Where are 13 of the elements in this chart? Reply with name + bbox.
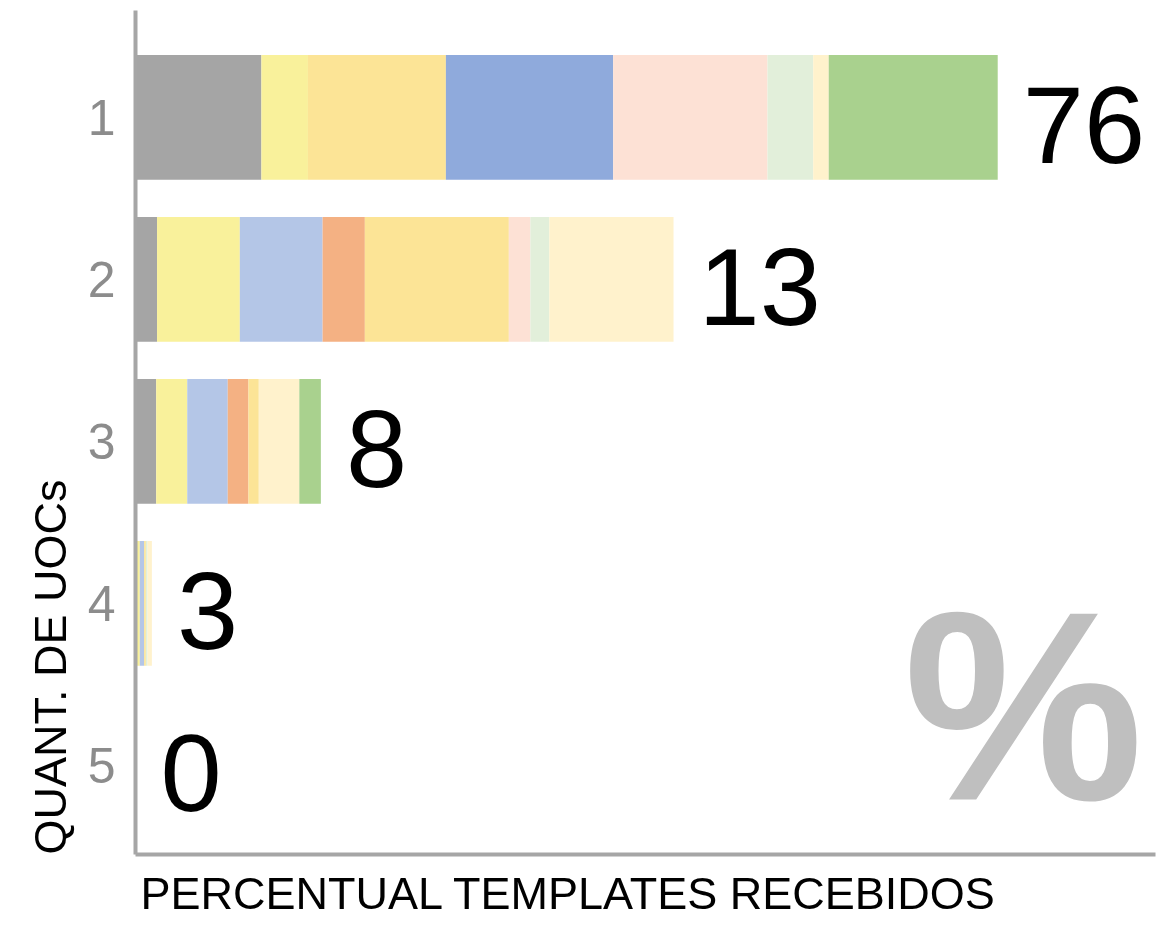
y-tick-label: 4 xyxy=(87,575,116,632)
annotation: 8 xyxy=(345,387,408,511)
y-axis-title: QUANT. DE UOCs xyxy=(24,479,76,855)
y-tick-label: 5 xyxy=(87,737,116,794)
y-tick-label: 3 xyxy=(87,413,116,470)
y-tick-label: 1 xyxy=(87,89,116,146)
y-tick-label: 2 xyxy=(87,251,116,308)
x-axis-title: PERCENTUAL TEMPLATES RECEBIDOS xyxy=(140,867,995,919)
annotation: 0 xyxy=(160,711,222,835)
annotation: 76 xyxy=(1022,63,1146,187)
annotation: % xyxy=(903,555,1144,857)
annotation: 3 xyxy=(176,549,239,673)
annotation: 13 xyxy=(698,225,821,349)
